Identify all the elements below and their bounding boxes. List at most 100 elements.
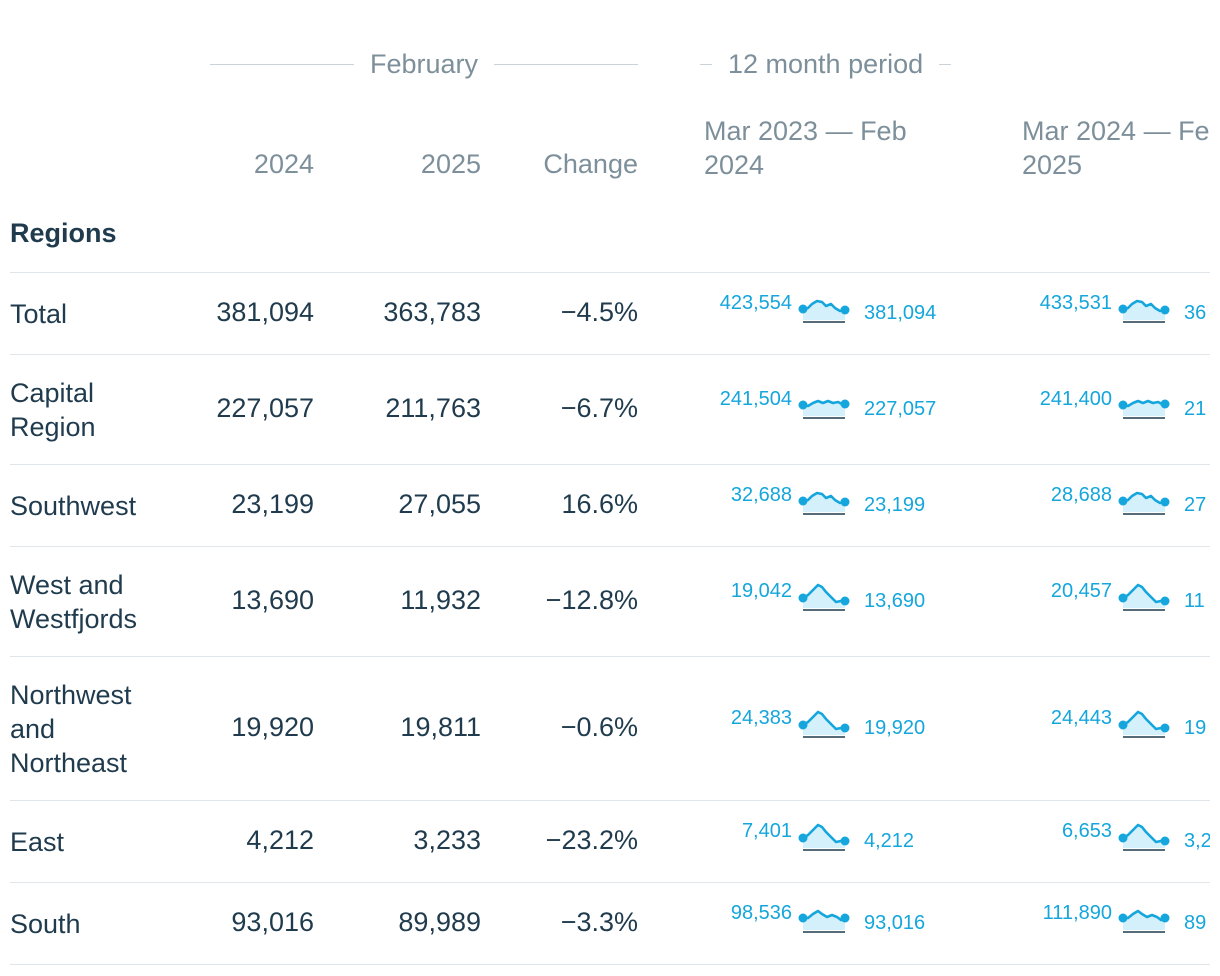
sparkline-end-dot xyxy=(840,497,850,507)
column-header-period-2: Mar 2024 — Feb 2025 xyxy=(1022,114,1210,182)
sparkline xyxy=(798,823,850,851)
region-name: Total xyxy=(10,299,68,329)
region-name: West and Westfjords xyxy=(10,570,138,634)
sparkline-end-dot xyxy=(840,596,850,606)
sparkline-start-value: 7,401 xyxy=(741,820,792,842)
sparkline-start-dot xyxy=(798,833,808,843)
value-2025: 89,989 xyxy=(398,907,481,937)
sparkline-line xyxy=(802,823,845,844)
change-percent: −0.6% xyxy=(560,712,638,742)
sparkline-start-value: 24,443 xyxy=(1050,707,1112,729)
sparkline xyxy=(1118,299,1170,323)
value-2025: 3,233 xyxy=(413,825,481,855)
sparkline-line xyxy=(1122,299,1166,313)
table-row: Northwest and Northeast 19,920 19,811 −0.6%… xyxy=(10,656,1210,801)
sparkline-line xyxy=(802,399,845,408)
sparkline-start-dot xyxy=(1118,593,1128,603)
change-percent: −12.8% xyxy=(545,585,638,615)
sparkline-end-dot xyxy=(1160,596,1170,606)
sparkline xyxy=(798,399,850,419)
sparkline xyxy=(798,909,850,933)
value-2024: 93,016 xyxy=(231,907,314,937)
sparkline-start-dot xyxy=(1118,720,1128,730)
sparkline-end-dot xyxy=(1160,836,1170,846)
sparkline-start-dot xyxy=(1118,496,1128,506)
table-row: South 93,016 89,989 −3.3% 98,536 93,016 111,89… xyxy=(10,882,1210,965)
sparkline-line xyxy=(802,583,845,604)
sparkline-period-2: 6,653 3,2 xyxy=(1010,801,1210,883)
sparkline-start-dot xyxy=(1118,833,1128,843)
sparkline-end-value: 381,094 xyxy=(864,302,937,324)
sparkline-line xyxy=(802,299,846,313)
sparkline-start-value: 28,688 xyxy=(1050,484,1112,506)
sparkline-area xyxy=(1123,911,1165,930)
sparkline-start-value: 433,531 xyxy=(1039,292,1112,314)
table-bottom-rule xyxy=(10,964,1210,965)
sparkline-period-2: 241,400 21 xyxy=(1010,355,1210,465)
sparkline-end-value: 3,2 xyxy=(1184,830,1210,852)
sparkline-start-value: 20,457 xyxy=(1050,580,1112,602)
header-rule-left xyxy=(210,63,354,65)
value-2025: 27,055 xyxy=(398,489,481,519)
sparkline-line xyxy=(803,909,846,922)
sparkline-period-1: 98,536 93,016 xyxy=(690,883,990,965)
sparkline-period-2: 24,443 19 xyxy=(1010,657,1210,801)
sparkline-period-1: 7,401 4,212 xyxy=(690,801,990,883)
value-2024: 13,690 xyxy=(231,585,314,615)
sparkline-line xyxy=(1122,710,1165,731)
sparkline-end-dot xyxy=(1160,305,1170,315)
sparkline-end-dot xyxy=(1160,913,1170,923)
sparkline xyxy=(798,583,850,611)
sparkline-line xyxy=(1122,491,1166,505)
sparkline-end-value: 4,212 xyxy=(864,830,915,852)
sparkline xyxy=(1118,909,1170,933)
sparkline xyxy=(798,710,850,738)
region-name: East xyxy=(10,827,65,857)
sparkline-end-dot xyxy=(840,305,850,315)
column-header-change: Change xyxy=(543,149,638,179)
sparkline-end-value: 19 xyxy=(1184,717,1207,739)
sparkline xyxy=(1118,583,1170,611)
sparkline xyxy=(1118,710,1170,738)
sparkline-period-1: 24,383 19,920 xyxy=(690,657,990,801)
table-row: West and Westfjords 13,690 11,932 −12.8% 19,… xyxy=(10,546,1210,657)
sparkline-start-value: 423,554 xyxy=(719,292,792,314)
sparkline-line xyxy=(1122,399,1165,408)
sparkline-end-dot xyxy=(840,913,850,923)
period-label: 12 month period xyxy=(728,48,924,79)
sparkline-start-value: 24,383 xyxy=(730,707,792,729)
sparkline-start-value: 241,504 xyxy=(719,388,792,410)
sparkline-end-value: 27 xyxy=(1184,494,1207,516)
sparkline-area xyxy=(803,401,845,416)
sparkline-line xyxy=(802,710,845,731)
period-2-line-2: 2025 xyxy=(1022,150,1083,180)
region-name: South xyxy=(10,909,81,939)
period-group-header: 12 month period xyxy=(700,46,960,82)
value-2025: 211,763 xyxy=(385,393,481,423)
sparkline-end-dot xyxy=(840,399,850,409)
february-label: February xyxy=(369,48,479,79)
change-percent: 16.6% xyxy=(561,489,638,519)
sparkline-period-2: 433,531 36 xyxy=(1010,273,1210,355)
sparkline xyxy=(1118,491,1170,515)
value-2025: 11,932 xyxy=(400,585,481,615)
sparkline-period-1: 19,042 13,690 xyxy=(690,547,990,657)
table-row: East 4,212 3,233 −23.2% 7,401 4,212 6,653 3,2 xyxy=(10,800,1210,883)
change-percent: −3.3% xyxy=(560,907,638,937)
sparkline-area xyxy=(803,301,845,320)
sparkline-start-dot xyxy=(1118,304,1128,314)
column-header-2024: 2024 xyxy=(253,149,314,179)
sparkline-end-dot xyxy=(1160,497,1170,507)
sparkline xyxy=(798,299,850,323)
region-name: Capital Region xyxy=(10,378,96,442)
sparkline-area xyxy=(1123,301,1165,320)
value-2024: 227,057 xyxy=(216,393,314,423)
sparkline-line xyxy=(1122,583,1165,604)
sparkline-start-dot xyxy=(798,720,808,730)
sparkline-period-1: 241,504 227,057 xyxy=(690,355,990,465)
header-rule-left xyxy=(700,63,712,65)
sparkline xyxy=(798,491,850,515)
period-1-line-1: Mar 2023 — Feb xyxy=(704,116,907,146)
value-2024: 381,094 xyxy=(216,297,314,327)
